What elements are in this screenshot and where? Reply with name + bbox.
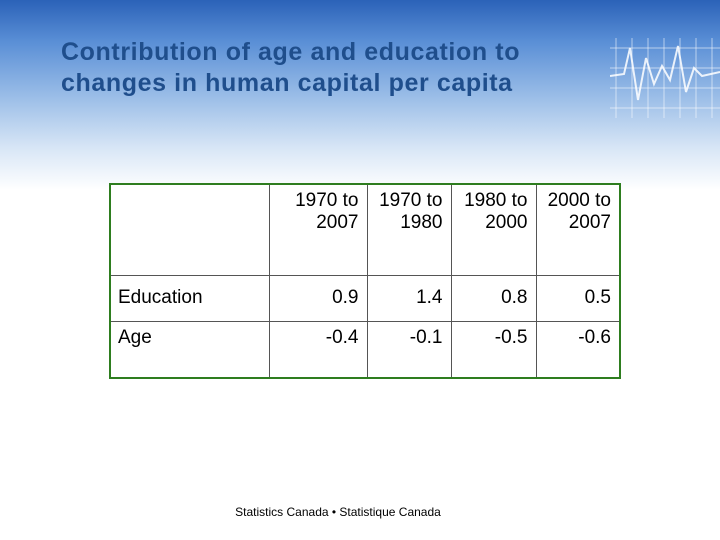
row-label: Education — [111, 275, 269, 322]
footer-text: Statistics Canada • Statistique Canada — [235, 505, 441, 519]
table-header-row: 1970 to 2007 1970 to 1980 1980 to 2000 2… — [111, 185, 619, 276]
table-cell: 1.4 — [366, 275, 451, 322]
table-cell: -0.6 — [535, 321, 619, 377]
header-line: 1980 — [400, 212, 443, 233]
header-line: 1970 to — [295, 190, 359, 211]
table-cell: -0.4 — [268, 321, 367, 377]
header-stub-cell — [111, 185, 269, 276]
table-cell: -0.1 — [366, 321, 451, 377]
title-line-1: Contribution of age and education to — [61, 38, 521, 66]
header-background — [0, 0, 720, 190]
table-row: Education 0.9 1.4 0.8 0.5 — [111, 275, 619, 322]
header-line: 2007 — [316, 212, 359, 233]
table-cell: 0.5 — [535, 275, 619, 322]
table-cell: 0.8 — [450, 275, 536, 322]
decorative-pulse-graphic — [610, 38, 720, 118]
header-cell: 1970 to 1980 — [366, 185, 451, 276]
header-line: 2000 to — [547, 190, 611, 211]
header-cell: 1980 to 2000 — [450, 185, 536, 276]
slide-title: Contribution of age and education to cha… — [61, 37, 641, 99]
header-cell: 1970 to 2007 — [268, 185, 367, 276]
table-cell: 0.9 — [268, 275, 367, 322]
data-table: 1970 to 2007 1970 to 1980 1980 to 2000 2… — [109, 183, 621, 379]
header-line: 2007 — [568, 212, 611, 233]
header-line: 1970 to — [379, 190, 443, 211]
header-line: 2000 — [485, 212, 528, 233]
table-cell: -0.5 — [450, 321, 536, 377]
header-cell: 2000 to 2007 — [535, 185, 619, 276]
header-line: 1980 to — [464, 190, 528, 211]
table-row: Age -0.4 -0.1 -0.5 -0.6 — [111, 321, 619, 377]
title-line-2: changes in human capital per capita — [61, 69, 513, 97]
row-label: Age — [118, 326, 152, 348]
